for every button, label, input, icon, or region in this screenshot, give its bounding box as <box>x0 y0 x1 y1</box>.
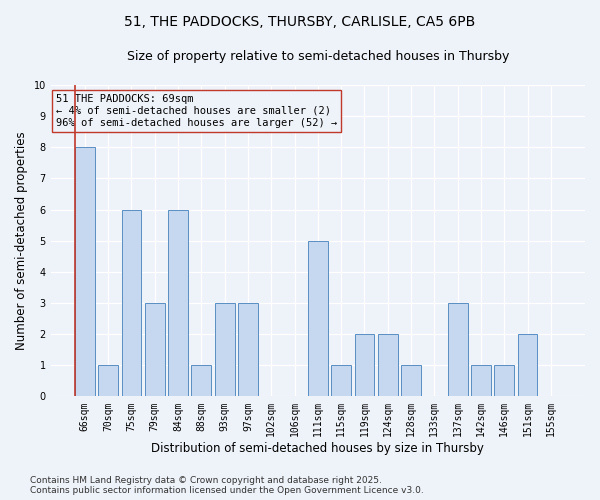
Bar <box>308 240 328 396</box>
Bar <box>122 210 142 396</box>
Bar <box>145 303 164 396</box>
Bar <box>401 365 421 396</box>
Text: 51, THE PADDOCKS, THURSBY, CARLISLE, CA5 6PB: 51, THE PADDOCKS, THURSBY, CARLISLE, CA5… <box>124 15 476 29</box>
Bar <box>518 334 538 396</box>
Bar <box>168 210 188 396</box>
Bar <box>378 334 398 396</box>
Bar <box>98 365 118 396</box>
Bar <box>191 365 211 396</box>
Bar <box>75 148 95 396</box>
Bar <box>238 303 258 396</box>
Bar <box>215 303 235 396</box>
Bar <box>331 365 351 396</box>
Text: 51 THE PADDOCKS: 69sqm
← 4% of semi-detached houses are smaller (2)
96% of semi-: 51 THE PADDOCKS: 69sqm ← 4% of semi-deta… <box>56 94 337 128</box>
Bar <box>448 303 467 396</box>
X-axis label: Distribution of semi-detached houses by size in Thursby: Distribution of semi-detached houses by … <box>151 442 484 455</box>
Bar <box>471 365 491 396</box>
Text: Contains HM Land Registry data © Crown copyright and database right 2025.
Contai: Contains HM Land Registry data © Crown c… <box>30 476 424 495</box>
Bar <box>355 334 374 396</box>
Y-axis label: Number of semi-detached properties: Number of semi-detached properties <box>15 132 28 350</box>
Bar <box>494 365 514 396</box>
Title: Size of property relative to semi-detached houses in Thursby: Size of property relative to semi-detach… <box>127 50 509 63</box>
